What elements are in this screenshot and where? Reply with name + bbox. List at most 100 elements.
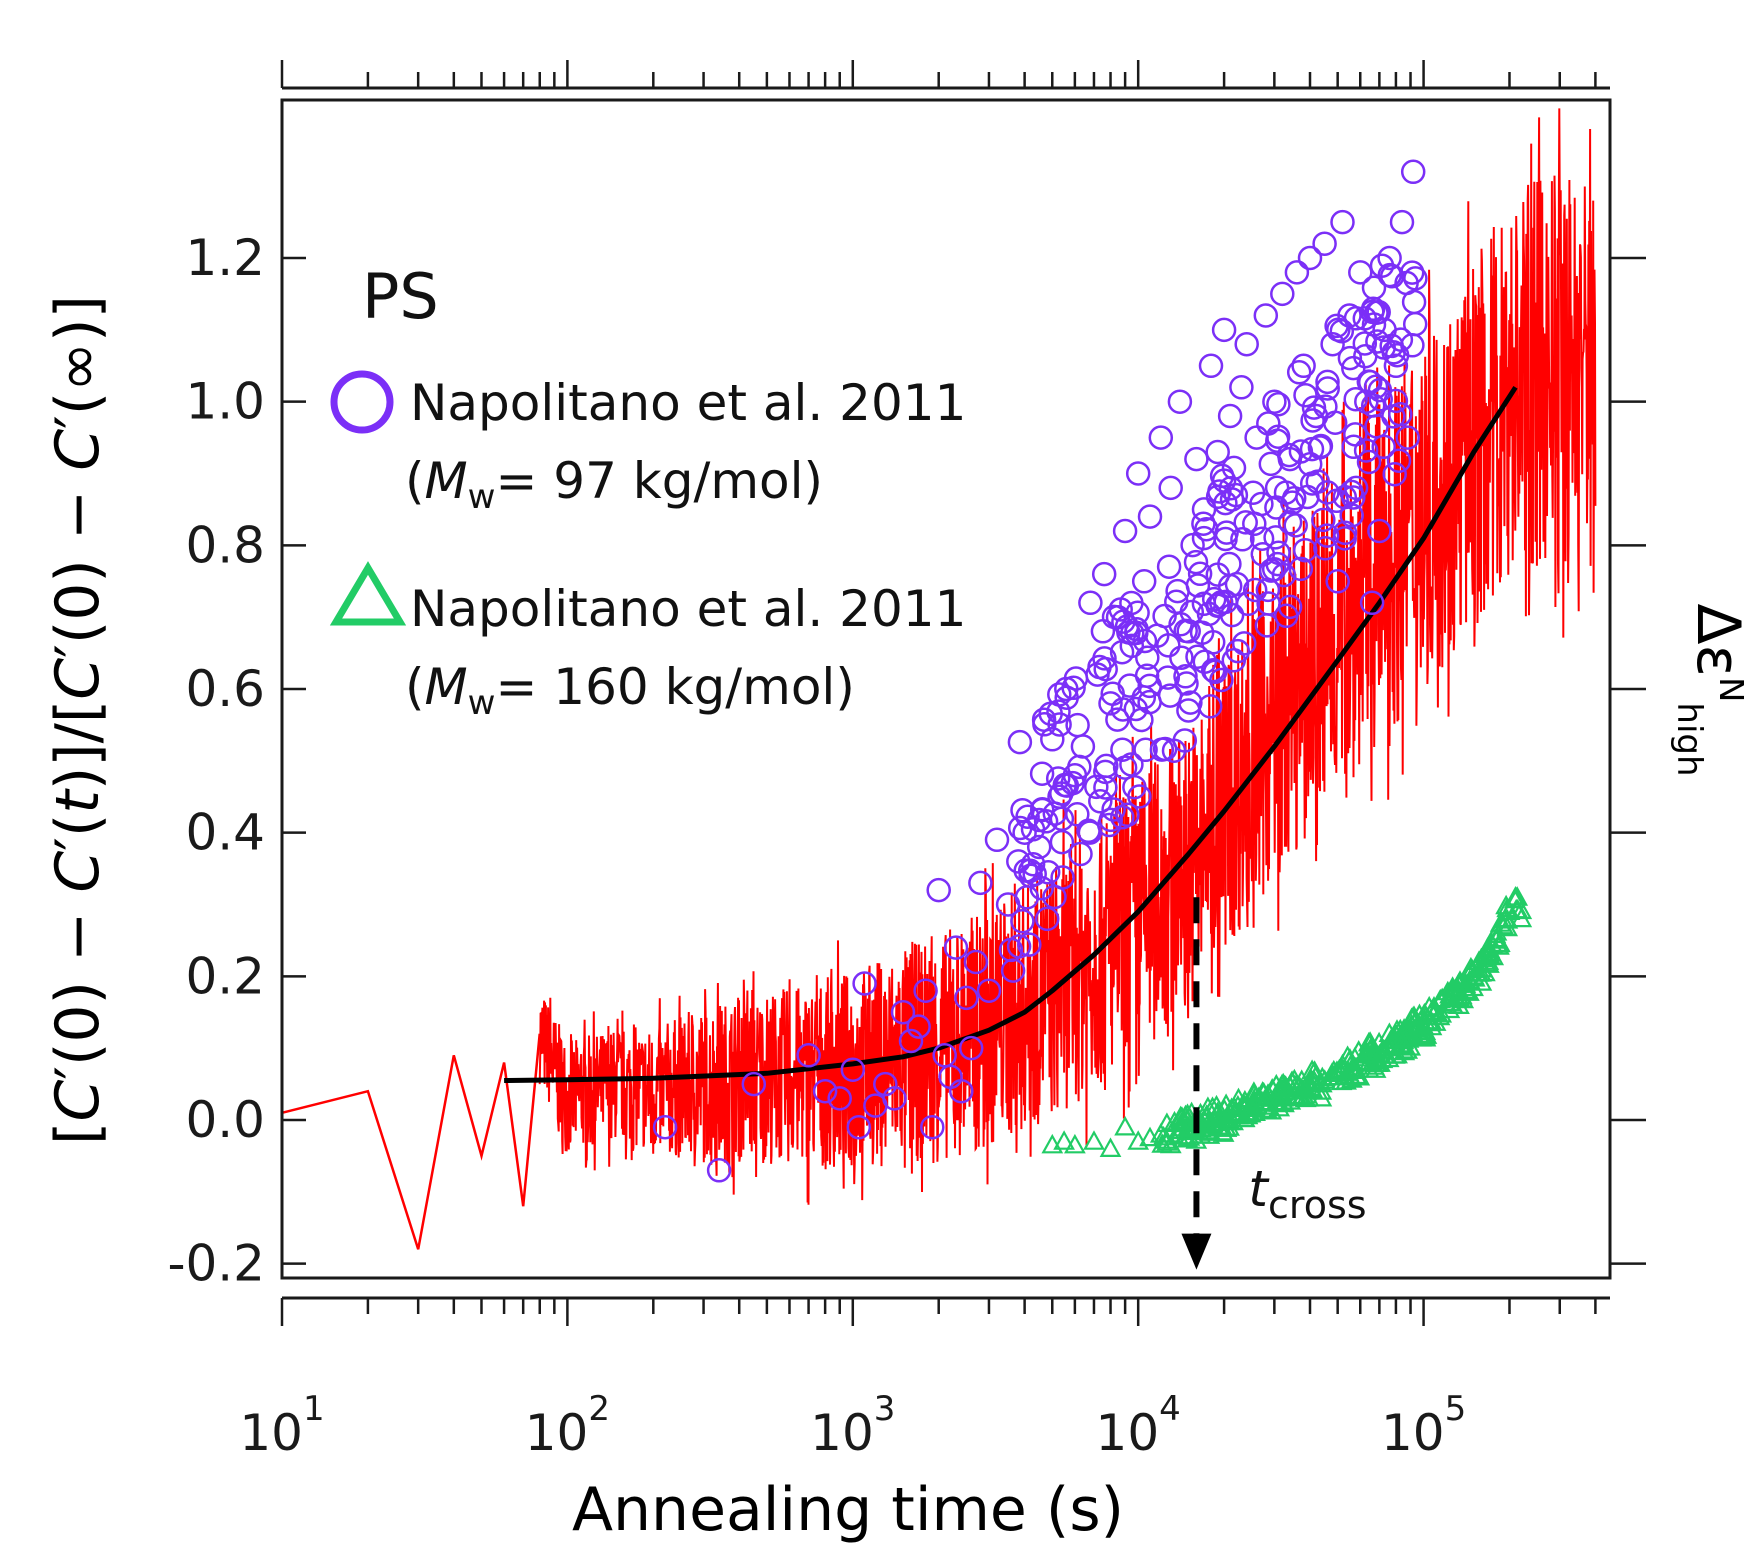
purple-point bbox=[1229, 375, 1254, 400]
purple-point bbox=[1265, 424, 1291, 449]
purple-point bbox=[926, 877, 951, 903]
purple-point bbox=[1205, 439, 1230, 465]
purple-point bbox=[1286, 360, 1312, 385]
x-tick-base: 10 bbox=[525, 1404, 589, 1462]
purple-point bbox=[1320, 331, 1345, 357]
purple-point bbox=[1341, 434, 1366, 460]
purple-point bbox=[984, 827, 1010, 853]
purple-point bbox=[1356, 449, 1382, 475]
purple-point bbox=[1020, 817, 1046, 842]
purple-point bbox=[741, 1071, 767, 1097]
purple-point bbox=[1253, 303, 1279, 328]
green-point bbox=[1476, 943, 1498, 963]
purple-point bbox=[913, 978, 938, 1003]
legend-note-160: (Mw= 160 kg/mol) bbox=[405, 658, 855, 723]
purple-point bbox=[1007, 729, 1033, 755]
green-point bbox=[1373, 1044, 1396, 1064]
purple-point bbox=[1092, 646, 1117, 671]
purple-point bbox=[1029, 761, 1055, 786]
purple-point bbox=[1198, 353, 1224, 379]
purple-point bbox=[1076, 818, 1101, 844]
purple-point bbox=[1093, 656, 1118, 682]
green-point bbox=[1431, 987, 1454, 1008]
purple-point bbox=[954, 985, 979, 1011]
green-point bbox=[1495, 894, 1517, 915]
purple-point bbox=[1185, 644, 1210, 669]
purple-point bbox=[1030, 797, 1055, 823]
purple-point bbox=[1137, 673, 1162, 699]
purple-point bbox=[1382, 461, 1407, 487]
purple-point bbox=[1250, 542, 1276, 567]
purple-point bbox=[1063, 666, 1089, 691]
purple-point bbox=[1125, 461, 1151, 486]
purple-point bbox=[1230, 527, 1255, 552]
purple-point bbox=[1010, 909, 1035, 934]
purple-point bbox=[1330, 209, 1355, 235]
x-axis-title: Annealing time (s) bbox=[572, 1475, 1124, 1545]
green-point bbox=[1227, 1087, 1250, 1108]
x-tick-label: 103 bbox=[810, 1389, 895, 1462]
y-tick-label: 0.6 bbox=[185, 660, 265, 718]
green-point bbox=[1198, 1124, 1221, 1144]
purple-point bbox=[1313, 536, 1338, 561]
purple-point bbox=[1383, 388, 1409, 414]
green-point bbox=[1411, 1026, 1433, 1047]
green-point bbox=[1099, 1137, 1122, 1157]
green-point bbox=[1424, 1011, 1447, 1031]
green-point bbox=[1159, 1133, 1182, 1154]
purple-point bbox=[1109, 639, 1135, 665]
purple-point bbox=[1270, 281, 1295, 307]
green-point bbox=[1303, 1070, 1326, 1090]
right-axis-title-sub: high bbox=[1669, 702, 1709, 776]
purple-point bbox=[1042, 801, 1068, 826]
y-tick-label: 0.4 bbox=[185, 804, 265, 862]
purple-point bbox=[920, 1114, 945, 1140]
purple-point bbox=[1132, 628, 1158, 654]
green-point bbox=[1254, 1091, 1276, 1112]
purple-point bbox=[1384, 342, 1410, 368]
purple-point bbox=[1197, 694, 1223, 719]
tcross-sub: cross bbox=[1268, 1183, 1367, 1227]
purple-point bbox=[1152, 736, 1178, 762]
purple-point bbox=[1337, 345, 1363, 371]
purple-point bbox=[1065, 712, 1090, 738]
green-point bbox=[1266, 1091, 1288, 1111]
right-axis-title-sup: N bbox=[1711, 677, 1744, 702]
green-point bbox=[1156, 1131, 1178, 1151]
green-point bbox=[1510, 899, 1533, 920]
purple-point bbox=[1315, 369, 1340, 395]
purple-point bbox=[1183, 549, 1209, 575]
purple-point bbox=[1325, 569, 1350, 594]
purple-point bbox=[1045, 766, 1071, 791]
x-tick-exponent: 1 bbox=[303, 1389, 325, 1429]
purple-point bbox=[1300, 408, 1325, 433]
purple-point bbox=[1178, 690, 1203, 715]
purple-point bbox=[1314, 523, 1340, 548]
purple-point bbox=[1169, 645, 1194, 670]
purple-point bbox=[1125, 600, 1150, 626]
purple-point bbox=[1100, 681, 1125, 706]
purple-point bbox=[1187, 561, 1213, 587]
purple-point bbox=[1339, 503, 1364, 528]
purple-point bbox=[1022, 861, 1047, 887]
tcross-arrow-head bbox=[1181, 1233, 1212, 1270]
purple-point bbox=[1185, 573, 1211, 598]
purple-point bbox=[1366, 299, 1391, 325]
y-tick-label: 0.2 bbox=[185, 947, 265, 1005]
purple-point bbox=[1119, 752, 1144, 777]
purple-point bbox=[1249, 526, 1275, 551]
x-tick-label: 101 bbox=[239, 1389, 324, 1462]
purple-point bbox=[1034, 906, 1060, 932]
purple-series-group bbox=[652, 159, 1428, 1183]
purple-point bbox=[1386, 448, 1412, 473]
purple-point bbox=[1388, 327, 1414, 352]
purple-point bbox=[1167, 389, 1193, 414]
y-tick-label: -0.2 bbox=[167, 1235, 265, 1293]
purple-point bbox=[1315, 376, 1340, 401]
purple-point bbox=[1200, 657, 1226, 683]
green-point bbox=[1423, 1002, 1446, 1022]
purple-point bbox=[1359, 590, 1385, 616]
purple-point bbox=[1091, 561, 1117, 587]
purple-point bbox=[1129, 707, 1154, 733]
purple-point bbox=[796, 1043, 821, 1068]
